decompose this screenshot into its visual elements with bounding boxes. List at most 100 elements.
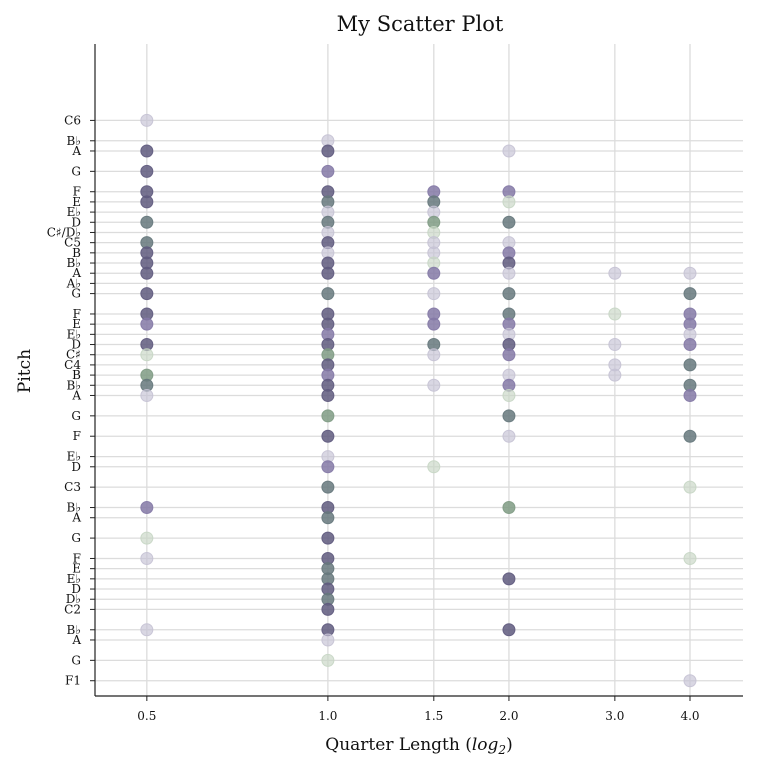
scatter-point [683,551,697,565]
scatter-point [321,633,335,647]
scatter-point [140,317,154,331]
scatter-point [608,338,622,352]
scatter-point [321,511,335,525]
scatter-point [502,501,516,515]
scatter-point [427,460,441,474]
scatter-point [140,531,154,545]
scatter-point [427,266,441,280]
y-tick-label: C♯/D♭ [47,225,81,239]
scatter-point [683,480,697,494]
scatter-point [683,338,697,352]
x-axis-ticks: 0.5 1.0 1.5 2.0 3.0 4.0 [137,696,700,723]
x-tick-label: 3.0 [605,709,624,723]
x-tick-label: 0.5 [137,709,156,723]
y-tick-label: C6 [64,113,81,127]
y-tick-label: A [71,633,81,647]
y-tick-label: F [73,185,81,199]
y-tick-label: A♭ [66,276,81,290]
scatter-point [502,266,516,280]
scatter-point [321,409,335,423]
y-tick-label: A [71,144,81,158]
y-tick-label: C3 [64,480,81,494]
scatter-point [427,287,441,301]
scatter-point [140,195,154,209]
scatter-point [140,144,154,158]
y-tick-label: B♭ [67,134,81,148]
scatter-point [321,531,335,545]
scatter-point [502,572,516,586]
scatter-point [321,144,335,158]
scatter-point [140,348,154,362]
y-tick-label: G [71,287,81,301]
scatter-point [140,388,154,402]
scatter-point [683,429,697,443]
y-tick-label: B [72,368,81,382]
scatter-point [321,164,335,178]
y-tick-label: C5 [64,236,81,250]
scatter-point [683,287,697,301]
scatter-point [427,317,441,331]
x-tick-label: 4.0 [680,709,699,723]
y-tick-label: C2 [64,602,81,616]
y-tick-label: F [73,551,81,565]
scatter-point [140,215,154,229]
scatter-point [140,113,154,127]
y-tick-label: C4 [64,358,81,372]
scatter-point [502,215,516,229]
y-tick-label: A [71,388,81,402]
scatter-point [608,307,622,321]
scatter-point [683,388,697,402]
scatter-point [140,287,154,301]
scatter-point [321,480,335,494]
y-tick-label: D [71,460,81,474]
y-axis-ticks: F1GAB♭C2D♭DE♭EFGAB♭C3DE♭FGAB♭BC4C♯DE♭EFG… [47,113,95,688]
y-tick-label: B♭ [67,501,81,515]
y-tick-label: F1 [65,674,81,688]
y-tick-label: G [71,409,81,423]
y-tick-label: A [71,511,81,525]
y-tick-label: C♯ [66,348,81,362]
y-tick-label: E♭ [67,450,81,464]
scatter-point [140,623,154,637]
y-tick-label: E [72,317,81,331]
scatter-point [140,266,154,280]
scatter-point [502,144,516,158]
scatter-point [321,602,335,616]
scatter-point [321,460,335,474]
scatter-point [427,378,441,392]
scatter-point [502,388,516,402]
scatter-point [321,653,335,667]
x-tick-label: 1.5 [424,709,443,723]
y-tick-label: D [71,338,81,352]
scatter-point [321,287,335,301]
scatter-point [608,368,622,382]
y-tick-label: F [73,429,81,443]
y-tick-label: B♭ [67,623,81,637]
y-tick-label: G [71,531,81,545]
scatter-point [427,348,441,362]
scatter-point [502,287,516,301]
y-tick-label: B♭ [67,256,81,270]
y-tick-label: B [72,246,81,260]
y-tick-label: G [71,164,81,178]
scatter-point [140,164,154,178]
scatter-point [502,348,516,362]
scatter-point [683,674,697,688]
scatter-point [502,409,516,423]
scatter-point [321,388,335,402]
scatter-point [140,551,154,565]
x-tick-label: 2.0 [499,709,518,723]
y-axis-label: Pitch [15,349,35,393]
scatter-point [140,501,154,515]
scatter-point [321,429,335,443]
data-points [140,113,697,688]
y-tick-label: A [71,266,81,280]
scatter-point [608,266,622,280]
x-tick-label: 1.0 [318,709,337,723]
scatter-point [683,358,697,372]
grid-lines [95,44,743,696]
y-tick-label: F [73,307,81,321]
y-tick-label: D♭ [66,592,81,606]
scatter-point [502,623,516,637]
